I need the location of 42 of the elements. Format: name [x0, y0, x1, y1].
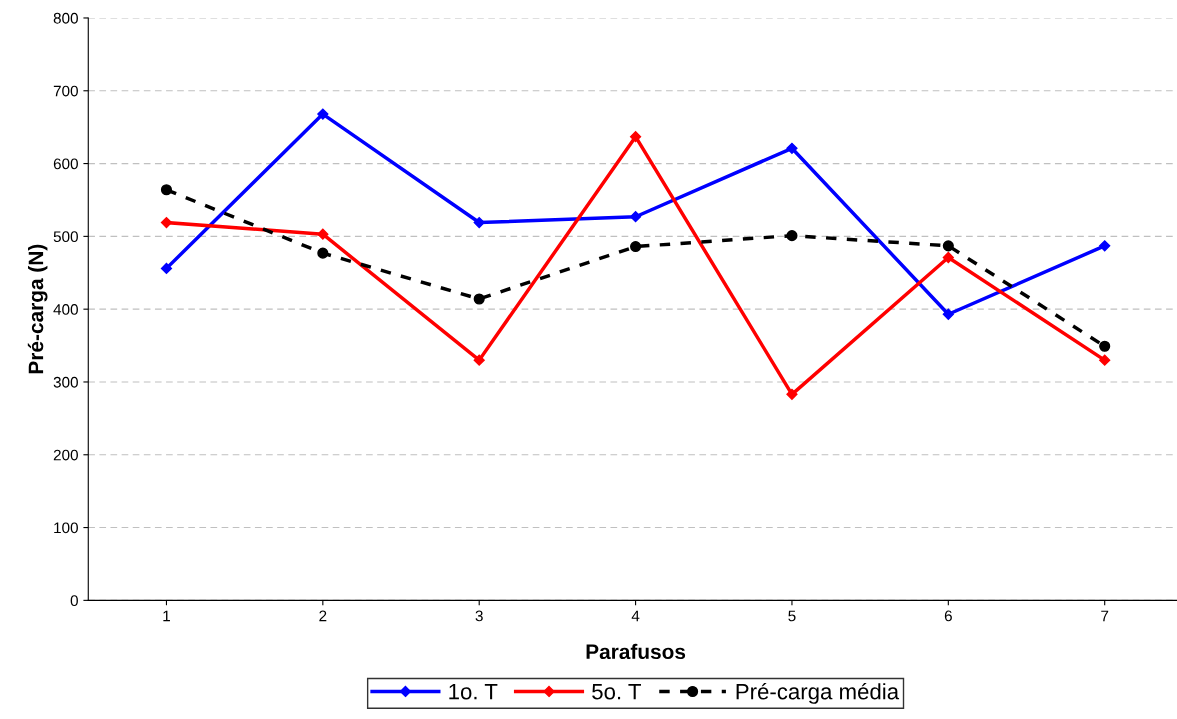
point [1099, 354, 1111, 366]
legend-label: 1o. T [449, 683, 498, 700]
point [160, 262, 173, 275]
point [630, 241, 642, 253]
point [1099, 340, 1111, 352]
point [786, 142, 798, 154]
y-tick-label: 700 [53, 85, 78, 97]
point [317, 108, 329, 120]
y-tick-label: 100 [54, 522, 78, 534]
point [317, 228, 329, 240]
y-tick-label: 200 [53, 449, 78, 461]
x-tick-label: 2 [319, 610, 327, 622]
point [786, 230, 798, 242]
point [160, 216, 173, 229]
point [473, 293, 485, 305]
y-axis-title: Pré-carga (N) [27, 244, 48, 374]
y-tick-label: 0 [70, 595, 78, 607]
legend-label: Pré-carga média [736, 682, 900, 704]
x-tick-label: 4 [631, 610, 640, 622]
point [629, 131, 642, 143]
x-axis-title: Parafusos [586, 643, 686, 660]
y-tick-label: 300 [53, 376, 78, 388]
x-tick-label: 6 [944, 610, 952, 622]
y-tick-label: 400 [53, 304, 78, 315]
point [942, 308, 954, 320]
y-tick-label: 500 [53, 231, 78, 243]
x-tick-label: 5 [788, 610, 796, 622]
point [317, 247, 329, 259]
x-tick-label: 7 [1101, 610, 1109, 622]
point [473, 216, 485, 229]
x-tick-label: 1 [163, 610, 170, 622]
point [473, 354, 485, 366]
point [786, 388, 798, 400]
point [160, 184, 173, 196]
point [629, 211, 642, 223]
legend-label: 5o. T [592, 683, 641, 700]
x-tick-label: 3 [475, 610, 483, 622]
point [1099, 240, 1111, 252]
point [942, 251, 954, 264]
y-tick-label: 800 [53, 12, 78, 24]
y-tick-label: 600 [53, 158, 78, 170]
point [942, 240, 954, 252]
